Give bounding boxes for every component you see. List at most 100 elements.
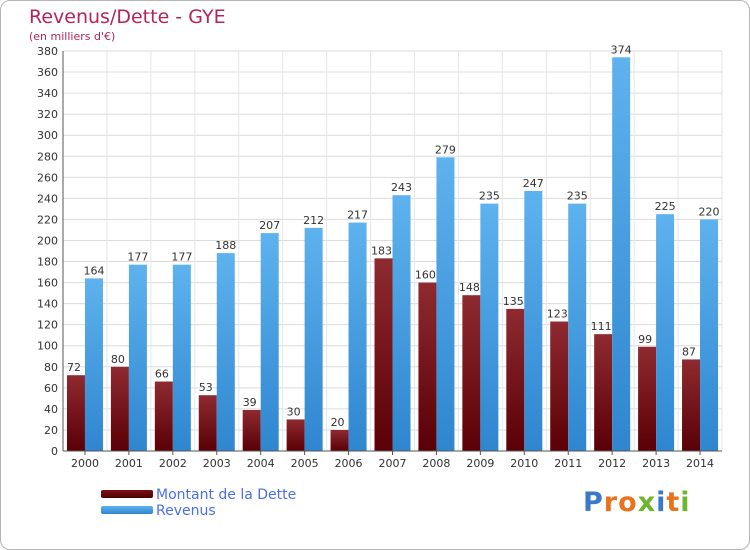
bar-dette-2009 <box>462 295 481 451</box>
data-label-dette: 148 <box>459 281 480 294</box>
bar-revenus-2009 <box>480 203 499 451</box>
data-label-revenus: 235 <box>567 190 588 203</box>
data-label-revenus: 164 <box>83 264 104 277</box>
proxiti-logo: Proxiti <box>583 487 691 518</box>
bar-revenus-2002 <box>172 264 191 451</box>
data-label-revenus: 374 <box>611 43 632 56</box>
x-tick-label: 2003 <box>203 457 231 470</box>
bar-revenus-2010 <box>524 191 543 451</box>
y-tick-label: 100 <box>37 340 58 353</box>
data-label-dette: 99 <box>638 333 652 346</box>
chart-subtitle: (en milliers d'€) <box>29 30 116 43</box>
bar-revenus-2011 <box>568 203 587 451</box>
bar-dette-2006 <box>330 429 349 451</box>
bar-revenus-2003 <box>216 253 235 451</box>
data-label-dette: 72 <box>67 361 81 374</box>
x-tick-label: 2012 <box>598 457 626 470</box>
data-label-revenus: 217 <box>347 209 368 222</box>
x-tick-label: 2000 <box>71 457 99 470</box>
bar-dette-2013 <box>638 346 657 451</box>
y-tick-label: 300 <box>37 129 58 142</box>
data-label-dette: 111 <box>591 320 612 333</box>
data-label-dette: 30 <box>287 405 301 418</box>
bar-revenus-2000 <box>84 278 103 451</box>
bar-dette-2014 <box>682 359 701 451</box>
y-tick-label: 360 <box>37 66 58 79</box>
bar-revenus-2004 <box>260 233 279 451</box>
bar-dette-2007 <box>374 258 393 451</box>
data-label-dette: 66 <box>155 368 169 381</box>
y-tick-label: 160 <box>37 277 58 290</box>
data-label-dette: 80 <box>111 353 125 366</box>
y-tick-label: 180 <box>37 256 58 269</box>
y-tick-label: 60 <box>44 382 58 395</box>
x-tick-label: 2011 <box>554 457 582 470</box>
bar-dette-2004 <box>242 409 261 451</box>
y-tick-label: 220 <box>37 213 58 226</box>
bar-dette-2011 <box>550 321 569 451</box>
x-tick-label: 2008 <box>422 457 450 470</box>
logo-letter: i <box>680 487 691 518</box>
bar-revenus-2014 <box>700 219 719 451</box>
data-label-revenus: 279 <box>435 143 456 156</box>
bar-revenus-2013 <box>656 214 675 451</box>
x-tick-label: 2010 <box>510 457 538 470</box>
x-tick-label: 2004 <box>247 457 275 470</box>
y-tick-label: 320 <box>37 108 58 121</box>
data-label-revenus: 212 <box>303 214 324 227</box>
y-tick-label: 40 <box>44 403 58 416</box>
x-tick-label: 2006 <box>335 457 363 470</box>
logo-letter: t <box>666 487 681 518</box>
data-label-dette: 183 <box>371 244 392 257</box>
x-tick-label: 2005 <box>291 457 319 470</box>
data-label-revenus: 247 <box>523 177 544 190</box>
data-label-dette: 39 <box>243 396 257 409</box>
y-tick-label: 20 <box>44 424 58 437</box>
logo-letter: x <box>637 487 657 518</box>
bar-revenus-2012 <box>612 57 631 451</box>
data-label-dette: 123 <box>547 308 568 321</box>
bar-revenus-2006 <box>348 222 367 451</box>
y-tick-label: 380 <box>37 45 58 58</box>
chart-title: Revenus/Dette - GYE <box>29 6 226 28</box>
bar-dette-2005 <box>286 419 305 451</box>
y-tick-label: 120 <box>37 319 58 332</box>
y-tick-label: 260 <box>37 171 58 184</box>
x-tick-label: 2007 <box>379 457 407 470</box>
x-tick-label: 2014 <box>686 457 714 470</box>
y-tick-label: 340 <box>37 87 58 100</box>
bar-dette-2001 <box>110 366 129 451</box>
data-label-revenus: 225 <box>655 200 676 213</box>
data-label-dette: 20 <box>331 416 345 429</box>
logo-letter: P <box>583 487 604 518</box>
data-label-dette: 87 <box>682 345 696 358</box>
data-label-dette: 53 <box>199 381 213 394</box>
x-tick-label: 2009 <box>466 457 494 470</box>
bar-dette-2012 <box>594 334 613 451</box>
y-tick-label: 140 <box>37 298 58 311</box>
legend-swatch-dette <box>101 490 153 498</box>
bar-dette-2008 <box>418 282 437 451</box>
y-tick-label: 280 <box>37 150 58 163</box>
data-label-revenus: 207 <box>259 219 280 232</box>
bar-dette-2010 <box>506 308 525 451</box>
bar-revenus-2007 <box>392 195 411 451</box>
data-label-revenus: 177 <box>127 251 148 264</box>
bar-dette-2003 <box>198 395 217 451</box>
bar-dette-2002 <box>154 381 173 451</box>
bar-revenus-2005 <box>304 227 323 451</box>
x-tick-label: 2002 <box>159 457 187 470</box>
logo-letter: o <box>618 487 638 518</box>
data-label-revenus: 220 <box>699 205 720 218</box>
logo-letter: r <box>603 487 619 518</box>
logo-letter: i <box>656 487 667 518</box>
bar-revenus-2001 <box>128 264 147 451</box>
y-tick-label: 200 <box>37 234 58 247</box>
bar-dette-2000 <box>66 375 85 451</box>
data-label-revenus: 177 <box>171 251 192 264</box>
legend-label-revenus: Revenus <box>156 503 216 519</box>
y-tick-label: 0 <box>51 445 58 458</box>
y-tick-label: 240 <box>37 192 58 205</box>
